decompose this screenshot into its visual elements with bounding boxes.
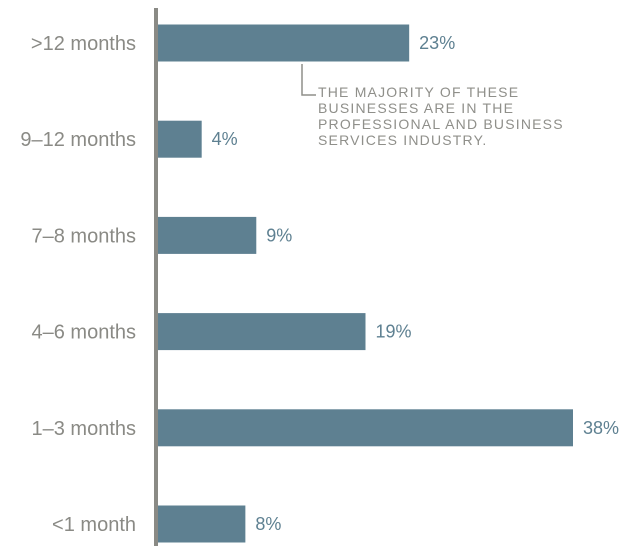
bar-7-8-months — [158, 216, 257, 254]
bar-4-6-months — [158, 313, 366, 351]
bars-group: >12 months 23% 9–12 months 4% 7–8 months 9% 4–… — [20, 24, 619, 543]
category-label-4-6-months: 4–6 months — [31, 322, 136, 344]
bar-1-month — [158, 505, 246, 543]
annotation-group: THE MAJORITY OF THESE BUSINESSES ARE IN … — [301, 64, 564, 148]
category-label-1-3-months: 1–3 months — [31, 418, 136, 440]
category-label-9-12-months: 9–12 months — [20, 129, 136, 151]
value-label-1-3-months: 38% — [583, 418, 619, 438]
annotation-line-2: BUSINESSES ARE IN THE — [318, 100, 514, 116]
value-label-4-6-months: 19% — [376, 322, 412, 342]
annotation-line-4: SERVICES INDUSTRY. — [318, 132, 487, 148]
category-label-7-8-months: 7–8 months — [31, 225, 136, 247]
category-label-12-months: >12 months — [31, 33, 136, 55]
value-label-1-month: 8% — [255, 514, 281, 534]
bar-1-3-months — [158, 409, 573, 447]
annotation-leader-line — [301, 64, 316, 96]
annotation-line-1: THE MAJORITY OF THESE — [318, 84, 519, 100]
bar-9-12-months — [158, 120, 202, 158]
value-label-7-8-months: 9% — [266, 225, 292, 245]
bar-12-months — [158, 24, 410, 62]
category-label-1-month: <1 month — [52, 514, 136, 536]
annotation-line-3: PROFESSIONAL AND BUSINESS — [318, 116, 564, 132]
value-label-12-months: 23% — [419, 33, 455, 53]
value-label-9-12-months: 4% — [212, 129, 238, 149]
